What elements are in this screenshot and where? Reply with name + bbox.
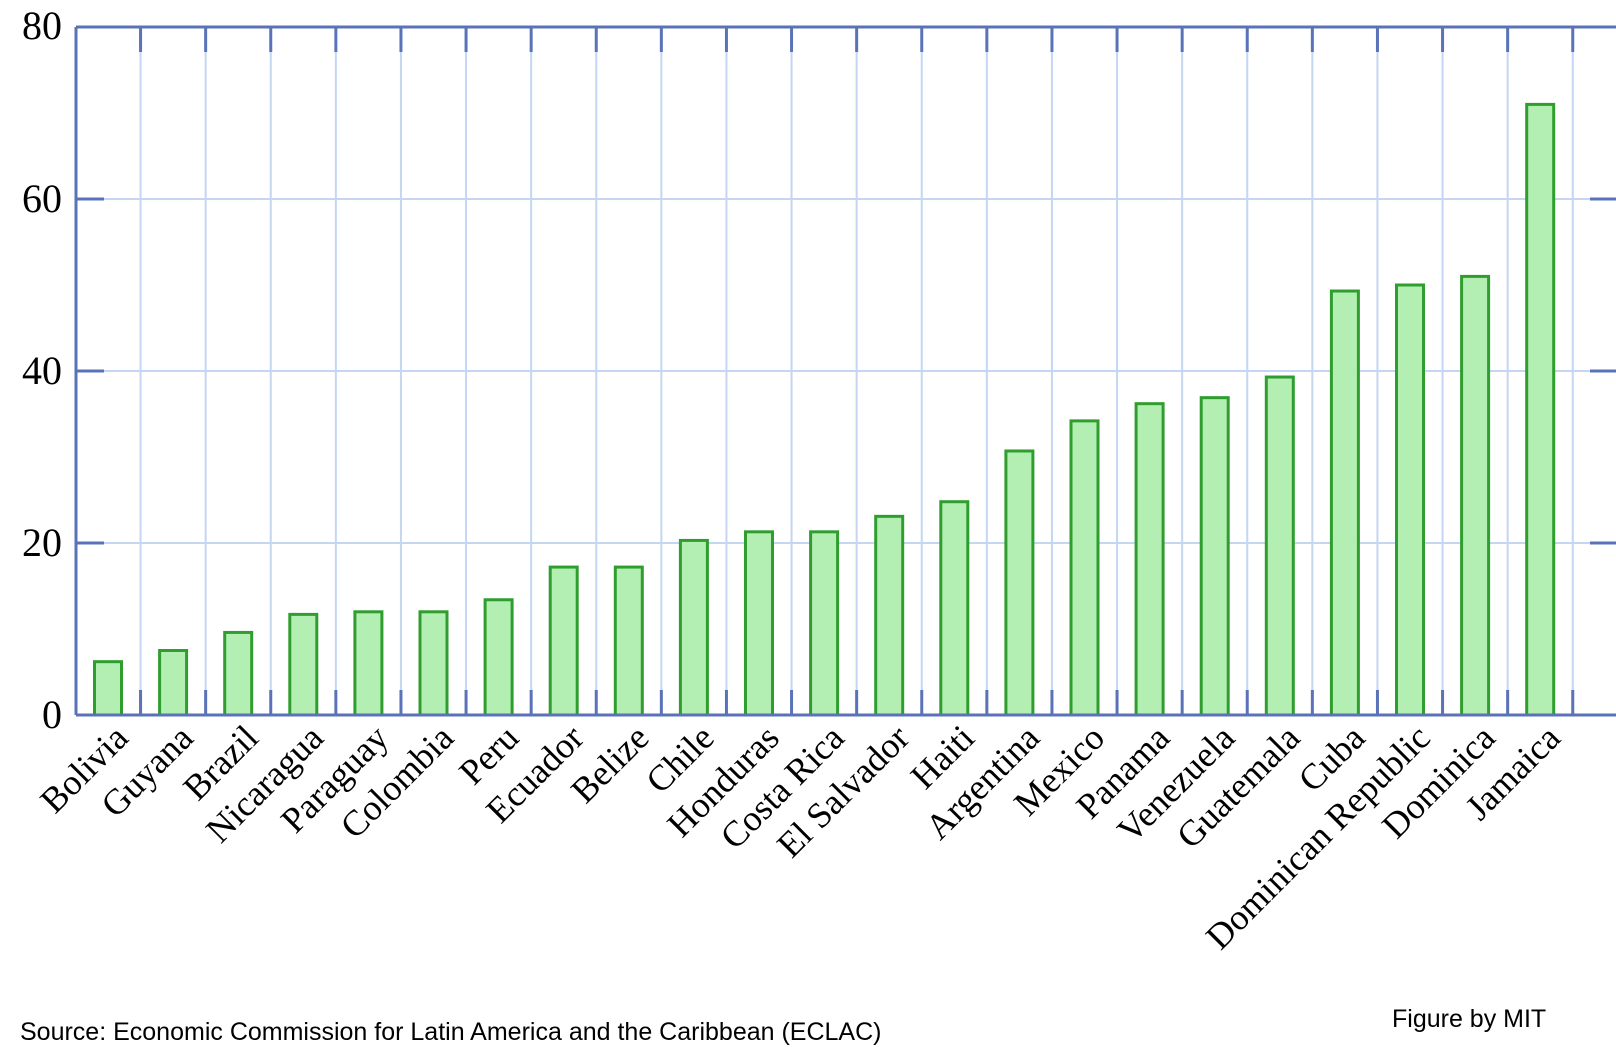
credit-note: Figure by MIT: [1392, 1005, 1547, 1033]
bar-layer: [93, 102, 1556, 717]
y-tick-label: 60: [22, 176, 62, 221]
bar-dominican-republic: [1395, 283, 1425, 717]
bar-ecuador: [548, 565, 579, 717]
bar-honduras: [744, 530, 774, 717]
bar-peru: [483, 598, 514, 717]
bar-haiti: [939, 500, 970, 717]
bar-mexico: [1069, 419, 1100, 717]
bar-paraguay: [353, 610, 384, 717]
bar-colombia: [418, 610, 449, 717]
bar-el-salvador: [874, 514, 905, 717]
y-tick-label: 80: [22, 3, 62, 48]
bar-chile: [678, 538, 709, 717]
bar-bolivia: [93, 660, 123, 717]
bar-venezuela: [1199, 396, 1230, 717]
axis-layer: [74, 25, 1616, 717]
bar-cuba: [1329, 289, 1360, 717]
y-tick-label: 20: [22, 520, 62, 565]
y-tick-label: 0: [42, 692, 62, 737]
bar-brazil: [223, 630, 254, 717]
bar-dominica: [1460, 274, 1491, 717]
bar-belize: [613, 565, 644, 717]
bar-guyana: [158, 649, 189, 717]
y-tick-label: 40: [22, 348, 62, 393]
category-label: Belize: [563, 717, 656, 810]
bar-argentina: [1004, 449, 1035, 717]
bar-jamaica: [1525, 102, 1556, 717]
source-note: Source: Economic Commission for Latin Am…: [20, 1018, 882, 1046]
bar-panama: [1134, 402, 1165, 717]
bar-costa-rica: [809, 530, 840, 717]
bar-guatemala: [1264, 375, 1295, 717]
grid-layer: [76, 27, 1616, 715]
bar-nicaragua: [288, 612, 319, 717]
